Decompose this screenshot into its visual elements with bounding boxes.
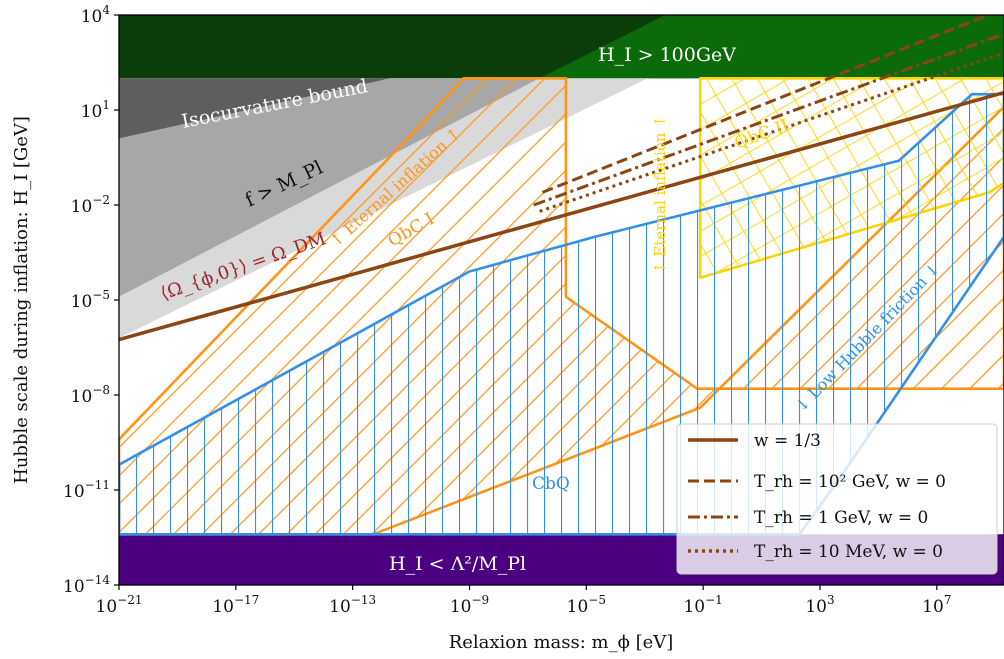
region-f-m-pl	[119, 78, 540, 297]
series-line-2	[541, 15, 993, 194]
y-tick-label: 10−5	[71, 288, 110, 312]
legend-box	[676, 423, 998, 575]
y-tick-label: 10−14	[63, 573, 110, 597]
region-h-i-100gev-bright	[539, 15, 1004, 79]
x-tick-label: 10−9	[450, 593, 489, 617]
x-tick-label: 10−1	[683, 593, 722, 617]
y-tick-label: 10−11	[63, 478, 110, 502]
threshold-lines	[119, 15, 1004, 342]
x-tick-label: 10−21	[96, 593, 143, 617]
y-axis-ticks: 10−14 10−11 10−8 10−5 10−2 101 104	[63, 3, 119, 597]
legend: w = 1/3 T_rh = 10² GeV, w = 0 T_rh = 1 G…	[676, 423, 998, 575]
x-tick-label: 10−5	[567, 593, 606, 617]
legend-label-4: T_rh = 10 MeV, w = 0	[754, 542, 943, 562]
x-tick-label: 103	[805, 593, 834, 617]
legend-label-3: T_rh = 1 GeV, w = 0	[754, 508, 928, 528]
x-axis-ticks: 10−21 10−17 10−13 10−9 10−5 10−1 103 107	[96, 585, 951, 617]
label-eternal-inflation-yellow: ↑ Eternal inflation ↑	[651, 115, 669, 274]
series-line-3	[533, 32, 1004, 207]
y-tick-label: 10−2	[71, 193, 110, 217]
y-tick-label: 104	[81, 3, 111, 27]
label-hi-large: H_I > 100GeV	[598, 44, 736, 66]
x-tick-label: 10−13	[329, 593, 376, 617]
shaded-regions	[119, 15, 1004, 585]
x-tick-label: 10−17	[212, 593, 259, 617]
y-tick-label: 10−8	[71, 383, 110, 407]
legend-label-1: w = 1/3	[754, 431, 821, 451]
y-axis-label: Hubble scale during inflation: H_I [GeV]	[11, 116, 32, 484]
y-tick-label: 101	[81, 98, 110, 122]
series-line-4	[539, 51, 1004, 213]
legend-label-2: T_rh = 10² GeV, w = 0	[754, 472, 946, 492]
x-axis-label: Relaxion mass: m_ϕ [eV]	[449, 632, 674, 653]
x-tick-label: 107	[922, 593, 951, 617]
label-hi-small: H_I < Λ²/M_Pl	[389, 553, 526, 575]
series-line-1	[119, 90, 1004, 342]
label-cbq: CbQ	[532, 474, 570, 494]
